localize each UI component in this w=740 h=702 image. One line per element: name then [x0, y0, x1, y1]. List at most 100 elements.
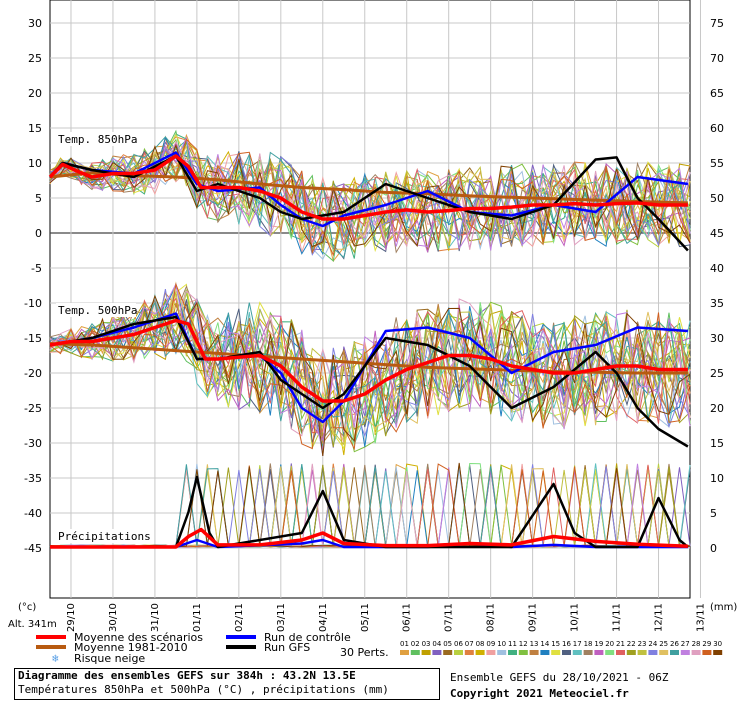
precip-label-bg	[56, 529, 148, 543]
y-tick-right: 0	[710, 542, 717, 555]
pert-number: 04	[432, 640, 441, 648]
perturbation-line	[49, 289, 691, 453]
series-line	[50, 527, 688, 549]
perturbation-line	[49, 300, 691, 424]
pert-number: 30	[713, 640, 722, 648]
pert-swatch	[400, 650, 409, 655]
pert-number: 19	[594, 640, 603, 648]
y-tick-left: 5	[35, 192, 42, 205]
y-tick-left: -5	[31, 262, 42, 275]
x-date-label: 05/11	[360, 603, 371, 632]
x-date-label: 12/11	[654, 603, 665, 632]
y-tick-left: 10	[28, 157, 42, 170]
legend: Moyenne des scénarios Moyenne 1981-2010 …	[36, 631, 389, 665]
pert-swatch	[497, 650, 507, 655]
panel-label-t500: Temp. 500hPa	[58, 304, 137, 317]
pert-swatch	[713, 650, 723, 655]
pert-swatch	[637, 650, 647, 655]
legend-climato: Moyenne 1981-2010	[74, 641, 188, 654]
pert-swatch	[691, 650, 701, 655]
credit-box: Ensemble GEFS du 28/10/2021 - 06Z Copyri…	[450, 670, 669, 702]
pert-swatch	[572, 650, 582, 655]
pert-number: 08	[476, 640, 485, 648]
y-tick-left: 20	[28, 87, 42, 100]
y-tick-right: 10	[710, 472, 724, 485]
footer-title: Diagramme des ensembles GEFS sur 384h : …	[18, 669, 356, 682]
legend-mean: Moyenne des scénarios	[74, 631, 203, 644]
pert-swatch	[421, 650, 431, 655]
pert-swatch	[583, 650, 593, 655]
pert-number: 26	[670, 640, 679, 648]
x-date-label: 06/11	[402, 603, 413, 632]
pert-swatch	[562, 650, 571, 655]
footer-box: Diagramme des ensembles GEFS sur 384h : …	[14, 668, 440, 700]
pert-swatch	[540, 650, 550, 655]
pert-number: 16	[562, 640, 571, 648]
pert-number: 02	[411, 640, 420, 648]
pert-swatch	[475, 650, 485, 655]
x-date-label: 30/10	[108, 603, 119, 632]
legend-control: Run de contrôle	[264, 631, 351, 644]
pert-number: 06	[454, 640, 463, 648]
snowflake-icon: ❄	[52, 652, 59, 665]
y-tick-left: -45	[24, 542, 42, 555]
y-tick-left: 15	[28, 122, 42, 135]
y-tick-right: 75	[710, 17, 724, 30]
pert-number: 12	[519, 640, 528, 648]
pert-swatch	[594, 650, 604, 655]
left-unit: (°c)	[18, 602, 36, 613]
series-lines	[48, 151, 689, 549]
y-tick-left: 30	[28, 17, 42, 30]
x-date-label: 09/11	[528, 603, 539, 632]
pert-number: 09	[486, 640, 495, 648]
y-tick-left: -25	[24, 402, 42, 415]
pert-swatch	[605, 650, 615, 655]
pert-swatch	[464, 650, 474, 655]
perturbation-line	[49, 282, 691, 451]
x-axis-dates: 29/10 30/10 31/10 01/11 02/11 03/11 04/11 05/11…	[66, 603, 707, 632]
t500-label-bg	[56, 303, 136, 317]
legend-gfs: Run GFS	[264, 641, 310, 654]
pert-number: 05	[443, 640, 452, 648]
pert-swatch	[648, 650, 658, 655]
pert-number: 21	[616, 640, 625, 648]
x-date-label: 01/11	[192, 603, 203, 632]
y-tick-right: 5	[710, 507, 717, 520]
credit-copyright: Copyright 2021 Meteociel.fr	[450, 687, 629, 700]
pert-number: 24	[648, 640, 657, 648]
y-tick-right: 55	[710, 157, 724, 170]
pert-swatch	[486, 650, 496, 655]
y-tick-right: 70	[710, 52, 724, 65]
pert-number: 29	[702, 640, 711, 648]
x-date-label: 07/11	[444, 603, 455, 632]
pert-swatch	[551, 650, 561, 655]
pert-swatch	[508, 650, 517, 655]
y-tick-right: 30	[710, 332, 724, 345]
grid	[50, 0, 701, 598]
pert-swatch	[518, 650, 528, 655]
pert-number: 23	[638, 640, 647, 648]
series-line	[49, 312, 688, 424]
footer-subtitle: Températures 850hPa et 500hPa (°C) , pré…	[18, 683, 389, 696]
perts-label: 30 Perts.	[340, 646, 389, 659]
pert-swatch	[410, 650, 420, 655]
pert-swatch	[432, 650, 442, 655]
altitude: Alt. 341m	[8, 619, 57, 630]
credit-run: Ensemble GEFS du 28/10/2021 - 06Z	[450, 671, 669, 684]
series-line	[50, 538, 688, 549]
y-tick-left: -10	[24, 297, 42, 310]
pert-number: 14	[540, 640, 549, 648]
y-tick-left: -20	[24, 367, 42, 380]
pert-swatch	[626, 650, 636, 655]
perturbation-line	[49, 140, 691, 250]
y-tick-right: 35	[710, 297, 724, 310]
perturbation-line	[49, 138, 691, 246]
pert-number: 25	[659, 640, 668, 648]
pert-number: 22	[627, 640, 636, 648]
perturbation-line	[49, 282, 691, 450]
y-tick-left: -15	[24, 332, 42, 345]
perturbation-line	[49, 282, 691, 428]
pert-number: 20	[605, 640, 614, 648]
pert-swatch	[702, 650, 712, 655]
